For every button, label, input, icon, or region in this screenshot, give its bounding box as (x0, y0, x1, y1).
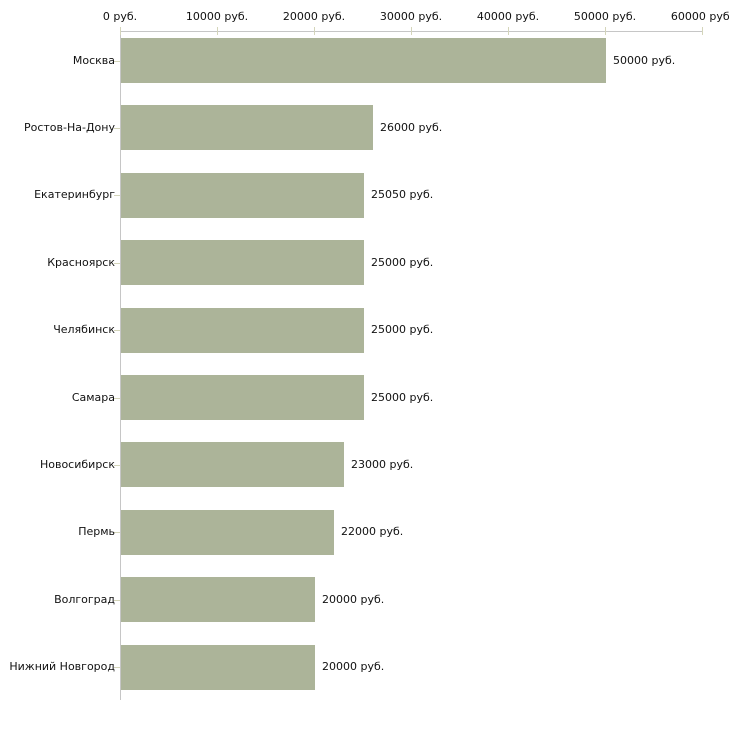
y-axis-tick (114, 532, 120, 533)
x-axis-tick-label: 30000 руб. (379, 10, 443, 23)
bar-1 (121, 38, 606, 83)
category-label: Красноярск (47, 256, 115, 269)
value-label: 26000 руб. (380, 121, 443, 134)
value-label: 23000 руб. (351, 458, 414, 471)
value-label: 25000 руб. (371, 323, 434, 336)
value-label: 20000 руб. (322, 593, 385, 606)
category-label: Волгоград (54, 593, 115, 606)
y-axis-tick (114, 128, 120, 129)
value-label: 50000 руб. (613, 54, 676, 67)
y-axis-tick (114, 398, 120, 399)
y-axis-tick (114, 600, 120, 601)
bar-9 (121, 577, 315, 622)
x-axis-tick (314, 27, 315, 35)
y-axis-tick (114, 263, 120, 264)
x-axis-tick-label: 20000 руб. (282, 10, 346, 23)
y-axis-tick (114, 667, 120, 668)
x-axis-tick (508, 27, 509, 35)
x-axis-tick-label: 60000 руб. (670, 10, 730, 23)
y-axis-tick (114, 61, 120, 62)
bar-4 (121, 240, 364, 285)
x-axis-tick (411, 27, 412, 35)
category-label: Нижний Новгород (9, 660, 115, 673)
value-label: 22000 руб. (341, 525, 404, 538)
value-label: 25050 руб. (371, 188, 434, 201)
category-label: Челябинск (53, 323, 115, 336)
bar-6 (121, 375, 364, 420)
y-axis-tick (114, 465, 120, 466)
x-axis-tick-label: 0 руб. (102, 10, 138, 23)
x-axis-tick (120, 27, 121, 35)
value-label: 25000 руб. (371, 391, 434, 404)
x-axis-tick (217, 27, 218, 35)
x-axis-tick-label: 10000 руб. (185, 10, 249, 23)
x-axis-tick (605, 27, 606, 35)
y-axis-tick (114, 330, 120, 331)
bar-7 (121, 442, 344, 487)
bar-3 (121, 173, 364, 218)
category-label: Москва (72, 54, 115, 67)
bar-10 (121, 645, 315, 690)
category-label: Самара (71, 391, 115, 404)
y-axis-tick (114, 195, 120, 196)
bar-2 (121, 105, 373, 150)
value-label: 20000 руб. (322, 660, 385, 673)
y-axis-line (120, 32, 121, 700)
x-axis-tick-label: 40000 руб. (476, 10, 540, 23)
category-label: Новосибирск (39, 458, 115, 471)
category-label: Пермь (78, 525, 115, 538)
x-axis-tick (702, 27, 703, 35)
bar-8 (121, 510, 334, 555)
value-label: 25000 руб. (371, 256, 434, 269)
category-label: Ростов-На-Дону (23, 121, 115, 134)
category-label: Екатеринбург (34, 188, 115, 201)
bar-5 (121, 308, 364, 353)
x-axis-tick-label: 50000 руб. (573, 10, 637, 23)
